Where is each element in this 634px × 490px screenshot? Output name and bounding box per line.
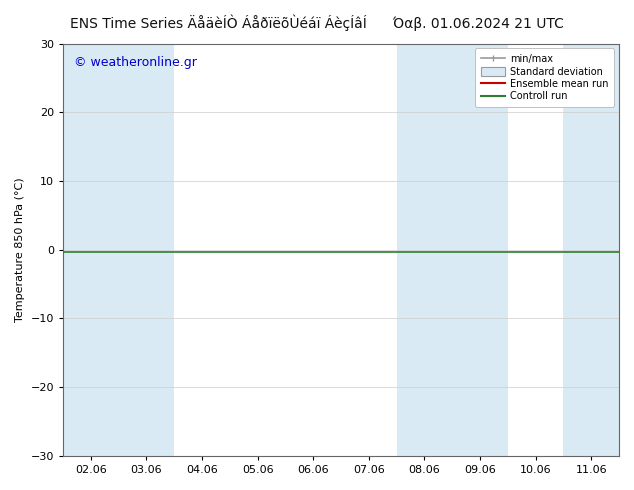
Legend: min/max, Standard deviation, Ensemble mean run, Controll run: min/max, Standard deviation, Ensemble me… (475, 49, 614, 107)
Bar (564, 44, 619, 456)
Bar (119, 44, 174, 456)
Y-axis label: Temperature 850 hPa (°C): Temperature 850 hPa (°C) (15, 177, 25, 322)
Text: ENS Time Series ÄåäèÍÒ ÁåðïëõÙéáï ÁèçÍâÍ      Όαβ. 01.06.2024 21 UTC: ENS Time Series ÄåäèÍÒ ÁåðïëõÙéáï ÁèçÍâÍ… (70, 15, 564, 31)
Bar (397, 44, 452, 456)
Bar (63, 44, 119, 456)
Bar (452, 44, 508, 456)
Text: © weatheronline.gr: © weatheronline.gr (74, 56, 197, 69)
